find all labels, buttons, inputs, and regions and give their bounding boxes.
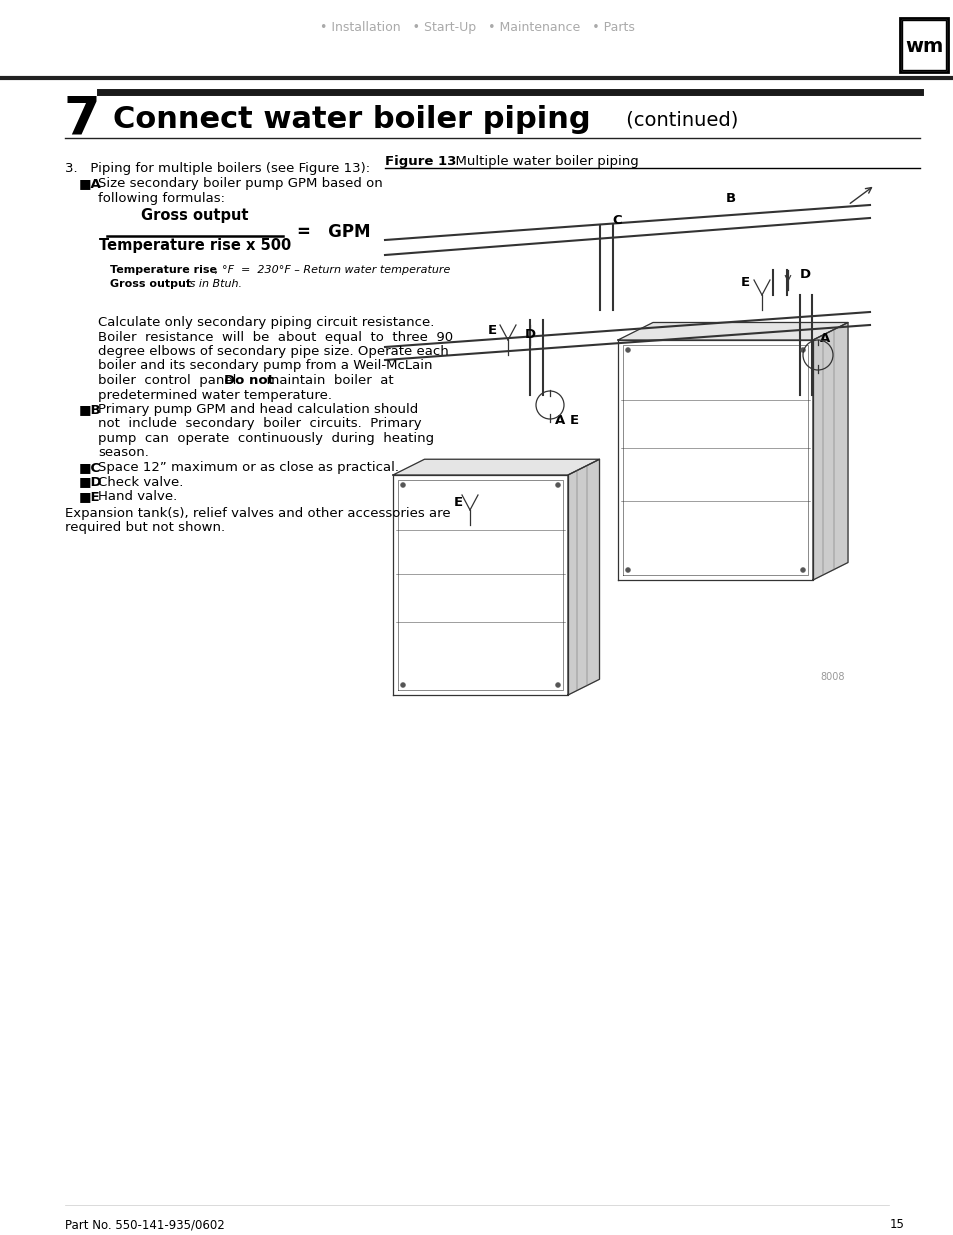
Text: Gross output: Gross output	[141, 207, 249, 224]
Text: • Installation   • Start-Up   • Maintenance   • Parts: • Installation • Start-Up • Maintenance …	[319, 21, 634, 35]
Bar	[901, 20, 945, 70]
Text: ■E: ■E	[79, 490, 100, 503]
Text: predetermined water temperature.: predetermined water temperature.	[98, 389, 332, 401]
Circle shape	[400, 483, 405, 488]
Text: Check valve.: Check valve.	[98, 475, 183, 489]
Text: =   GPM: = GPM	[296, 224, 370, 241]
Text: D: D	[524, 329, 536, 342]
Text: Boiler  resistance  will  be  about  equal  to  three  90: Boiler resistance will be about equal to…	[98, 331, 453, 343]
Text: 3.   Piping for multiple boilers (see Figure 13):: 3. Piping for multiple boilers (see Figu…	[65, 162, 370, 175]
Text: boiler and its secondary pump from a Weil-McLain: boiler and its secondary pump from a Wei…	[98, 359, 432, 373]
Circle shape	[555, 483, 560, 488]
Text: Temperature rise x 500: Temperature rise x 500	[99, 238, 291, 253]
Text: E: E	[487, 324, 497, 336]
Text: Hand valve.: Hand valve.	[98, 490, 177, 503]
Text: 8008: 8008	[820, 672, 843, 682]
Text: ■A: ■A	[79, 177, 102, 190]
Text: Figure 13: Figure 13	[385, 156, 456, 168]
Text: wm: wm	[904, 37, 943, 56]
Text: season.: season.	[98, 447, 149, 459]
Circle shape	[800, 347, 804, 352]
Text: ■D: ■D	[79, 475, 103, 489]
Polygon shape	[812, 322, 847, 580]
Text: Size secondary boiler pump GPM based on: Size secondary boiler pump GPM based on	[98, 177, 382, 190]
Polygon shape	[618, 322, 847, 340]
Circle shape	[625, 568, 630, 573]
Text: Part No. 550-141-935/0602: Part No. 550-141-935/0602	[65, 1218, 225, 1231]
Text: Connect water boiler piping: Connect water boiler piping	[112, 105, 590, 135]
Text: Gross output: Gross output	[110, 279, 191, 289]
Text: is in Btuh.: is in Btuh.	[183, 279, 242, 289]
Text: D: D	[800, 268, 810, 282]
Text: Expansion tank(s), relief valves and other accessories are: Expansion tank(s), relief valves and oth…	[65, 506, 450, 520]
Circle shape	[800, 568, 804, 573]
Text: boiler  control  panel.: boiler control panel.	[98, 374, 245, 387]
Text: Temperature rise: Temperature rise	[110, 266, 216, 275]
Text: B: B	[725, 191, 736, 205]
Text: Space 12” maximum or as close as practical.: Space 12” maximum or as close as practic…	[98, 461, 398, 474]
Text: Primary pump GPM and head calculation should: Primary pump GPM and head calculation sh…	[98, 403, 417, 416]
Text: C: C	[612, 214, 621, 226]
Text: E: E	[740, 275, 749, 289]
Text: E: E	[569, 414, 578, 426]
Text: 7: 7	[64, 94, 100, 146]
Circle shape	[625, 347, 630, 352]
Text: required but not shown.: required but not shown.	[65, 521, 225, 534]
Text: A: A	[555, 414, 565, 426]
Text: (continued): (continued)	[619, 110, 738, 130]
Text: , °F  =  230°F – Return water temperature: , °F = 230°F – Return water temperature	[214, 266, 450, 275]
Text: 15: 15	[889, 1218, 904, 1231]
Text: ■B: ■B	[79, 403, 102, 416]
Text: maintain  boiler  at: maintain boiler at	[257, 374, 393, 387]
Text: E: E	[454, 496, 462, 510]
Polygon shape	[393, 459, 598, 475]
Bar	[899, 19, 947, 72]
Text: Calculate only secondary piping circuit resistance.: Calculate only secondary piping circuit …	[98, 316, 434, 329]
Text: following formulas:: following formulas:	[98, 191, 225, 205]
Text: Do not: Do not	[224, 374, 274, 387]
Text: Multiple water boiler piping: Multiple water boiler piping	[447, 156, 639, 168]
Text: A: A	[820, 331, 829, 345]
Circle shape	[555, 683, 560, 688]
Text: degree elbows of secondary pipe size. Operate each: degree elbows of secondary pipe size. Op…	[98, 345, 448, 358]
Text: pump  can  operate  continuously  during  heating: pump can operate continuously during hea…	[98, 432, 434, 445]
Text: not  include  secondary  boiler  circuits.  Primary: not include secondary boiler circuits. P…	[98, 417, 421, 431]
Text: ■C: ■C	[79, 461, 101, 474]
Polygon shape	[567, 459, 598, 695]
Circle shape	[400, 683, 405, 688]
